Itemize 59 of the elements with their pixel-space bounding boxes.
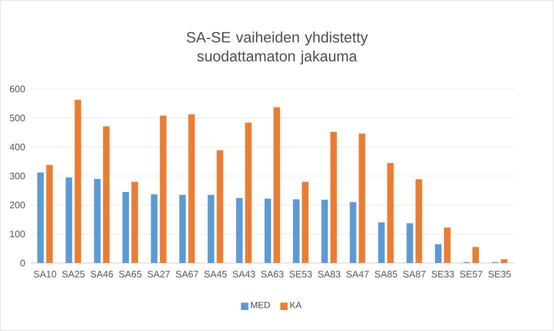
bar xyxy=(274,107,280,263)
bar xyxy=(500,259,508,263)
y-tick-label: 500 xyxy=(10,114,25,122)
bar xyxy=(122,192,129,263)
bar xyxy=(245,122,252,263)
bar xyxy=(406,223,414,263)
x-tick-label: SA43 xyxy=(232,270,256,278)
legend-label: KA xyxy=(290,302,302,308)
bar xyxy=(188,114,195,263)
bar xyxy=(330,132,337,263)
x-tick-label: SA87 xyxy=(403,270,426,278)
bar xyxy=(444,228,451,263)
x-tick-label: SA25 xyxy=(62,270,85,278)
y-tick-label: 300 xyxy=(10,172,25,180)
bar xyxy=(416,179,422,263)
y-tick-label: 400 xyxy=(10,144,25,150)
x-tick-label: SE33 xyxy=(432,270,454,278)
y-tick-label: 200 xyxy=(10,202,25,208)
x-tick-label: SE57 xyxy=(460,270,482,278)
x-tick-label: SA63 xyxy=(261,270,284,278)
bar xyxy=(66,177,72,263)
x-tick-label: SA83 xyxy=(318,270,340,278)
bar xyxy=(236,198,243,263)
bar xyxy=(160,116,166,263)
bar xyxy=(435,244,442,263)
bar xyxy=(302,182,308,263)
bar xyxy=(216,150,224,263)
bar xyxy=(472,247,479,263)
x-tick-label: SE35 xyxy=(488,270,511,278)
bar xyxy=(150,194,158,263)
y-tick-label: 100 xyxy=(10,230,25,238)
bar xyxy=(37,172,44,263)
legend-label: MED xyxy=(251,302,270,308)
x-tick-label: SA45 xyxy=(204,270,227,278)
bar xyxy=(387,162,394,263)
bar xyxy=(46,164,53,263)
y-tick-label: 600 xyxy=(10,86,25,92)
bar xyxy=(264,198,272,263)
bar xyxy=(103,126,110,263)
x-tick-label: SA67 xyxy=(176,270,198,278)
x-tick-label: SA46 xyxy=(90,270,113,278)
x-tick-label: SA65 xyxy=(119,270,142,278)
bar xyxy=(350,202,356,263)
x-tick-label: SE53 xyxy=(290,270,312,278)
y-tick-label: 0 xyxy=(20,260,25,266)
bar xyxy=(208,194,214,263)
x-tick-label: SA27 xyxy=(148,270,170,278)
bar xyxy=(358,134,366,263)
bar xyxy=(292,199,300,263)
bar xyxy=(378,222,385,263)
bar xyxy=(179,194,186,263)
bar xyxy=(94,178,101,263)
x-tick-label: SA85 xyxy=(374,270,398,278)
bar xyxy=(131,182,138,263)
bar xyxy=(74,100,82,263)
x-tick-label: SA10 xyxy=(34,270,56,278)
bar xyxy=(321,200,328,263)
chart-title: SA-SE vaiheiden yhdistetty suodattamaton jakauma xyxy=(186,32,368,64)
x-tick-label: SA47 xyxy=(346,270,369,278)
